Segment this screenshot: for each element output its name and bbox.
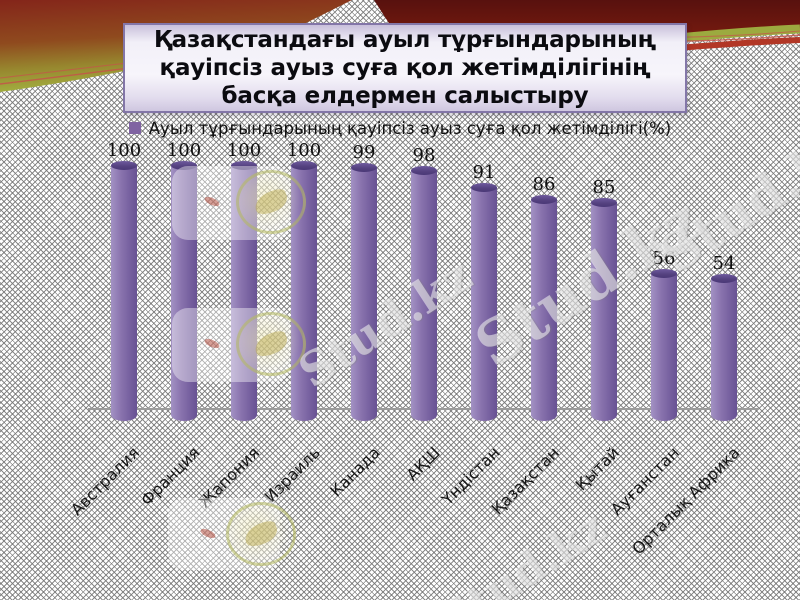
bar bbox=[171, 161, 197, 421]
bar bbox=[471, 183, 497, 421]
bar-top-cap bbox=[591, 198, 617, 207]
bar-value-label: 99 bbox=[352, 142, 376, 163]
chart-legend: Ауыл тұрғындарының қауіпсіз ауыз суға қо… bbox=[0, 119, 800, 138]
slide-title-box: Қазақстандағы ауыл тұрғындарының қауіпсі… bbox=[123, 23, 687, 113]
category-label: АҚШ bbox=[402, 443, 444, 485]
bar-value-label: 100 bbox=[106, 140, 142, 161]
bar bbox=[651, 269, 677, 421]
bar bbox=[591, 198, 617, 421]
bar-top-cap bbox=[111, 161, 137, 170]
bar-value-label: 91 bbox=[472, 162, 496, 183]
bar-value-label: 56 bbox=[652, 248, 676, 269]
category-label: Израиль bbox=[260, 443, 324, 507]
category-label: Франция bbox=[136, 443, 204, 510]
category-label: Австралия bbox=[67, 443, 144, 520]
category-label: Канада bbox=[325, 443, 384, 501]
bar-value-label: 85 bbox=[592, 177, 616, 198]
bar-top-cap bbox=[171, 161, 197, 170]
bar-top-cap bbox=[411, 166, 437, 175]
bar-value-label: 100 bbox=[286, 140, 322, 161]
bar-value-label: 54 bbox=[712, 253, 736, 274]
bar bbox=[531, 195, 557, 421]
bar-top-cap bbox=[231, 161, 257, 170]
bar bbox=[711, 274, 737, 421]
bar-top-cap bbox=[291, 161, 317, 170]
bar bbox=[111, 161, 137, 421]
bar bbox=[411, 166, 437, 421]
bar-top-cap bbox=[531, 195, 557, 204]
bar bbox=[231, 161, 257, 421]
bar-value-label: 98 bbox=[412, 145, 436, 166]
bar bbox=[351, 163, 377, 421]
bar-top-cap bbox=[711, 274, 737, 283]
slide-title: Қазақстандағы ауыл тұрғындарының қауіпсі… bbox=[154, 26, 656, 110]
bar-top-cap bbox=[651, 269, 677, 278]
bar bbox=[291, 161, 317, 421]
bar-top-cap bbox=[471, 183, 497, 192]
category-label: Қытай bbox=[572, 443, 624, 495]
bar-value-label: 100 bbox=[226, 140, 262, 161]
bar-value-label: 100 bbox=[166, 140, 202, 161]
bar-value-label: 86 bbox=[532, 174, 556, 195]
category-label: Жапония bbox=[195, 443, 264, 512]
legend-swatch-icon bbox=[128, 122, 141, 134]
bar-top-cap bbox=[351, 163, 377, 172]
category-label: Орталық Африка bbox=[628, 443, 744, 559]
legend-label: Ауыл тұрғындарының қауіпсіз ауыз суға қо… bbox=[148, 119, 672, 138]
